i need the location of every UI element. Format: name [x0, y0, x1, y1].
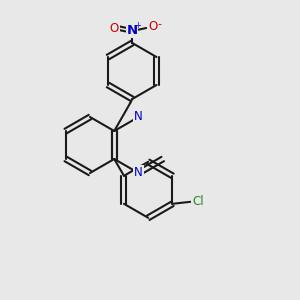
Text: N: N	[127, 25, 138, 38]
Text: N: N	[134, 110, 143, 124]
Text: Cl: Cl	[193, 195, 204, 208]
Text: -: -	[157, 19, 161, 29]
Text: O: O	[110, 22, 119, 34]
Text: +: +	[134, 20, 141, 29]
Text: O: O	[148, 20, 158, 34]
Text: N: N	[134, 167, 143, 179]
